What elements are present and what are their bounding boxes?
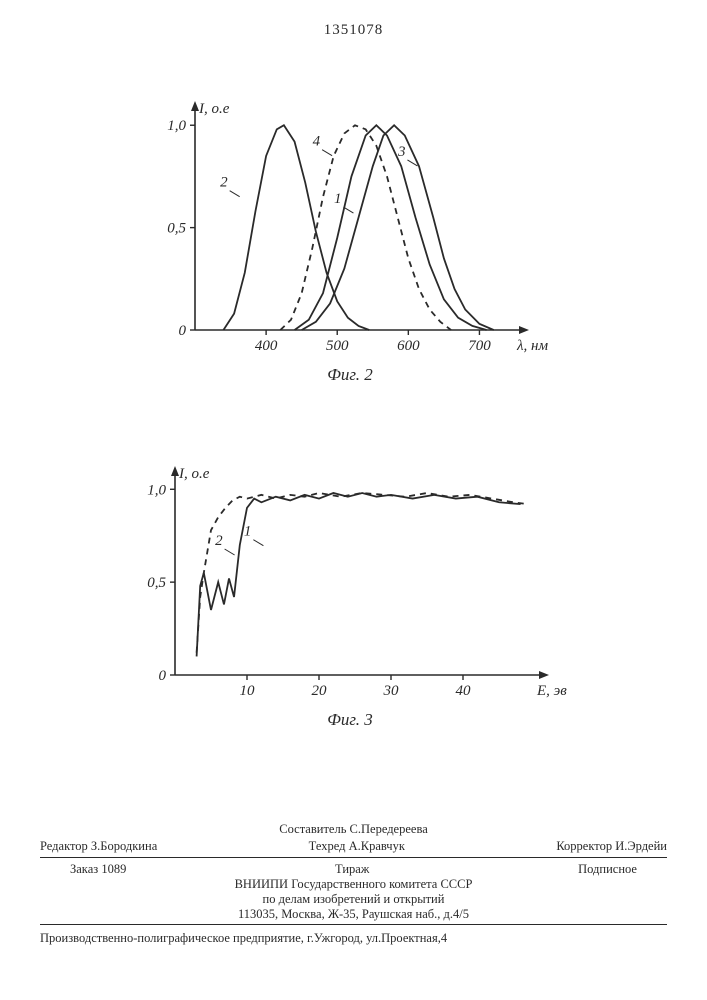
svg-text:λ, нм: λ, нм	[516, 338, 548, 354]
printer-line: Производственно-полиграфическое предприя…	[40, 929, 667, 947]
svg-text:600: 600	[397, 338, 420, 354]
svg-text:2: 2	[220, 175, 228, 191]
svg-text:1: 1	[244, 524, 252, 540]
rule-1	[40, 857, 667, 858]
svg-text:1: 1	[334, 191, 342, 207]
corrector-label: Корректор	[556, 839, 612, 853]
editor-row: Редактор З.Бородкина Техред А.Кравчук Ко…	[40, 837, 667, 855]
svg-text:0,5: 0,5	[147, 575, 166, 591]
svg-text:0: 0	[159, 668, 167, 684]
techred-name: А.Кравчук	[349, 839, 405, 853]
compiler-label: Составитель	[279, 822, 346, 836]
fig3-plot: 0 0,5 1,0 10 20 30 40 I, о.е E, эв 1 2	[120, 455, 580, 715]
svg-text:I, о.е: I, о.е	[178, 466, 210, 482]
svg-text:20: 20	[312, 683, 328, 699]
techred-cell: Техред А.Кравчук	[309, 837, 405, 855]
editor-cell: Редактор З.Бородкина	[40, 837, 157, 855]
order-num: 1089	[101, 862, 126, 876]
svg-text:400: 400	[255, 338, 278, 354]
compiler-name: С.Передереева	[350, 822, 428, 836]
svg-text:30: 30	[383, 683, 400, 699]
rule-2	[40, 924, 667, 925]
figure-3: 00,51,010203040I, о.еE, эв12 Фиг. 3	[120, 455, 580, 730]
svg-text:3: 3	[397, 144, 406, 160]
svg-text:4: 4	[313, 134, 321, 150]
editor-name: З.Бородкина	[91, 839, 157, 853]
svg-text:E, эв: E, эв	[536, 683, 567, 699]
svg-text:500: 500	[326, 338, 349, 354]
svg-text:1,0: 1,0	[147, 482, 166, 498]
corrector-cell: Корректор И.Эрдейи	[556, 837, 667, 855]
svg-text:I, о.е: I, о.е	[198, 101, 230, 117]
page-number: 1351078	[0, 22, 707, 39]
svg-text:2: 2	[215, 533, 223, 549]
fig2-plot: 0 0,5 1,0 400 500 600 700 I, о.е λ, нм 1 2 3 4	[140, 90, 560, 370]
figure-2: 00,51,0400500600700I, о.еλ, нм1234 Фиг. …	[140, 90, 560, 385]
compiler-line: Составитель С.Передереева	[40, 820, 667, 838]
svg-text:1,0: 1,0	[167, 118, 186, 134]
address-line: 113035, Москва, Ж-35, Раушская наб., д.4…	[40, 905, 667, 923]
editor-label: Редактор	[40, 839, 88, 853]
order-label: Заказ	[70, 862, 98, 876]
svg-text:0,5: 0,5	[167, 221, 186, 237]
svg-text:700: 700	[468, 338, 491, 354]
svg-text:0: 0	[179, 323, 187, 339]
corrector-name: И.Эрдейи	[615, 839, 667, 853]
svg-text:10: 10	[240, 683, 256, 699]
techred-label: Техред	[309, 839, 346, 853]
svg-text:40: 40	[456, 683, 472, 699]
